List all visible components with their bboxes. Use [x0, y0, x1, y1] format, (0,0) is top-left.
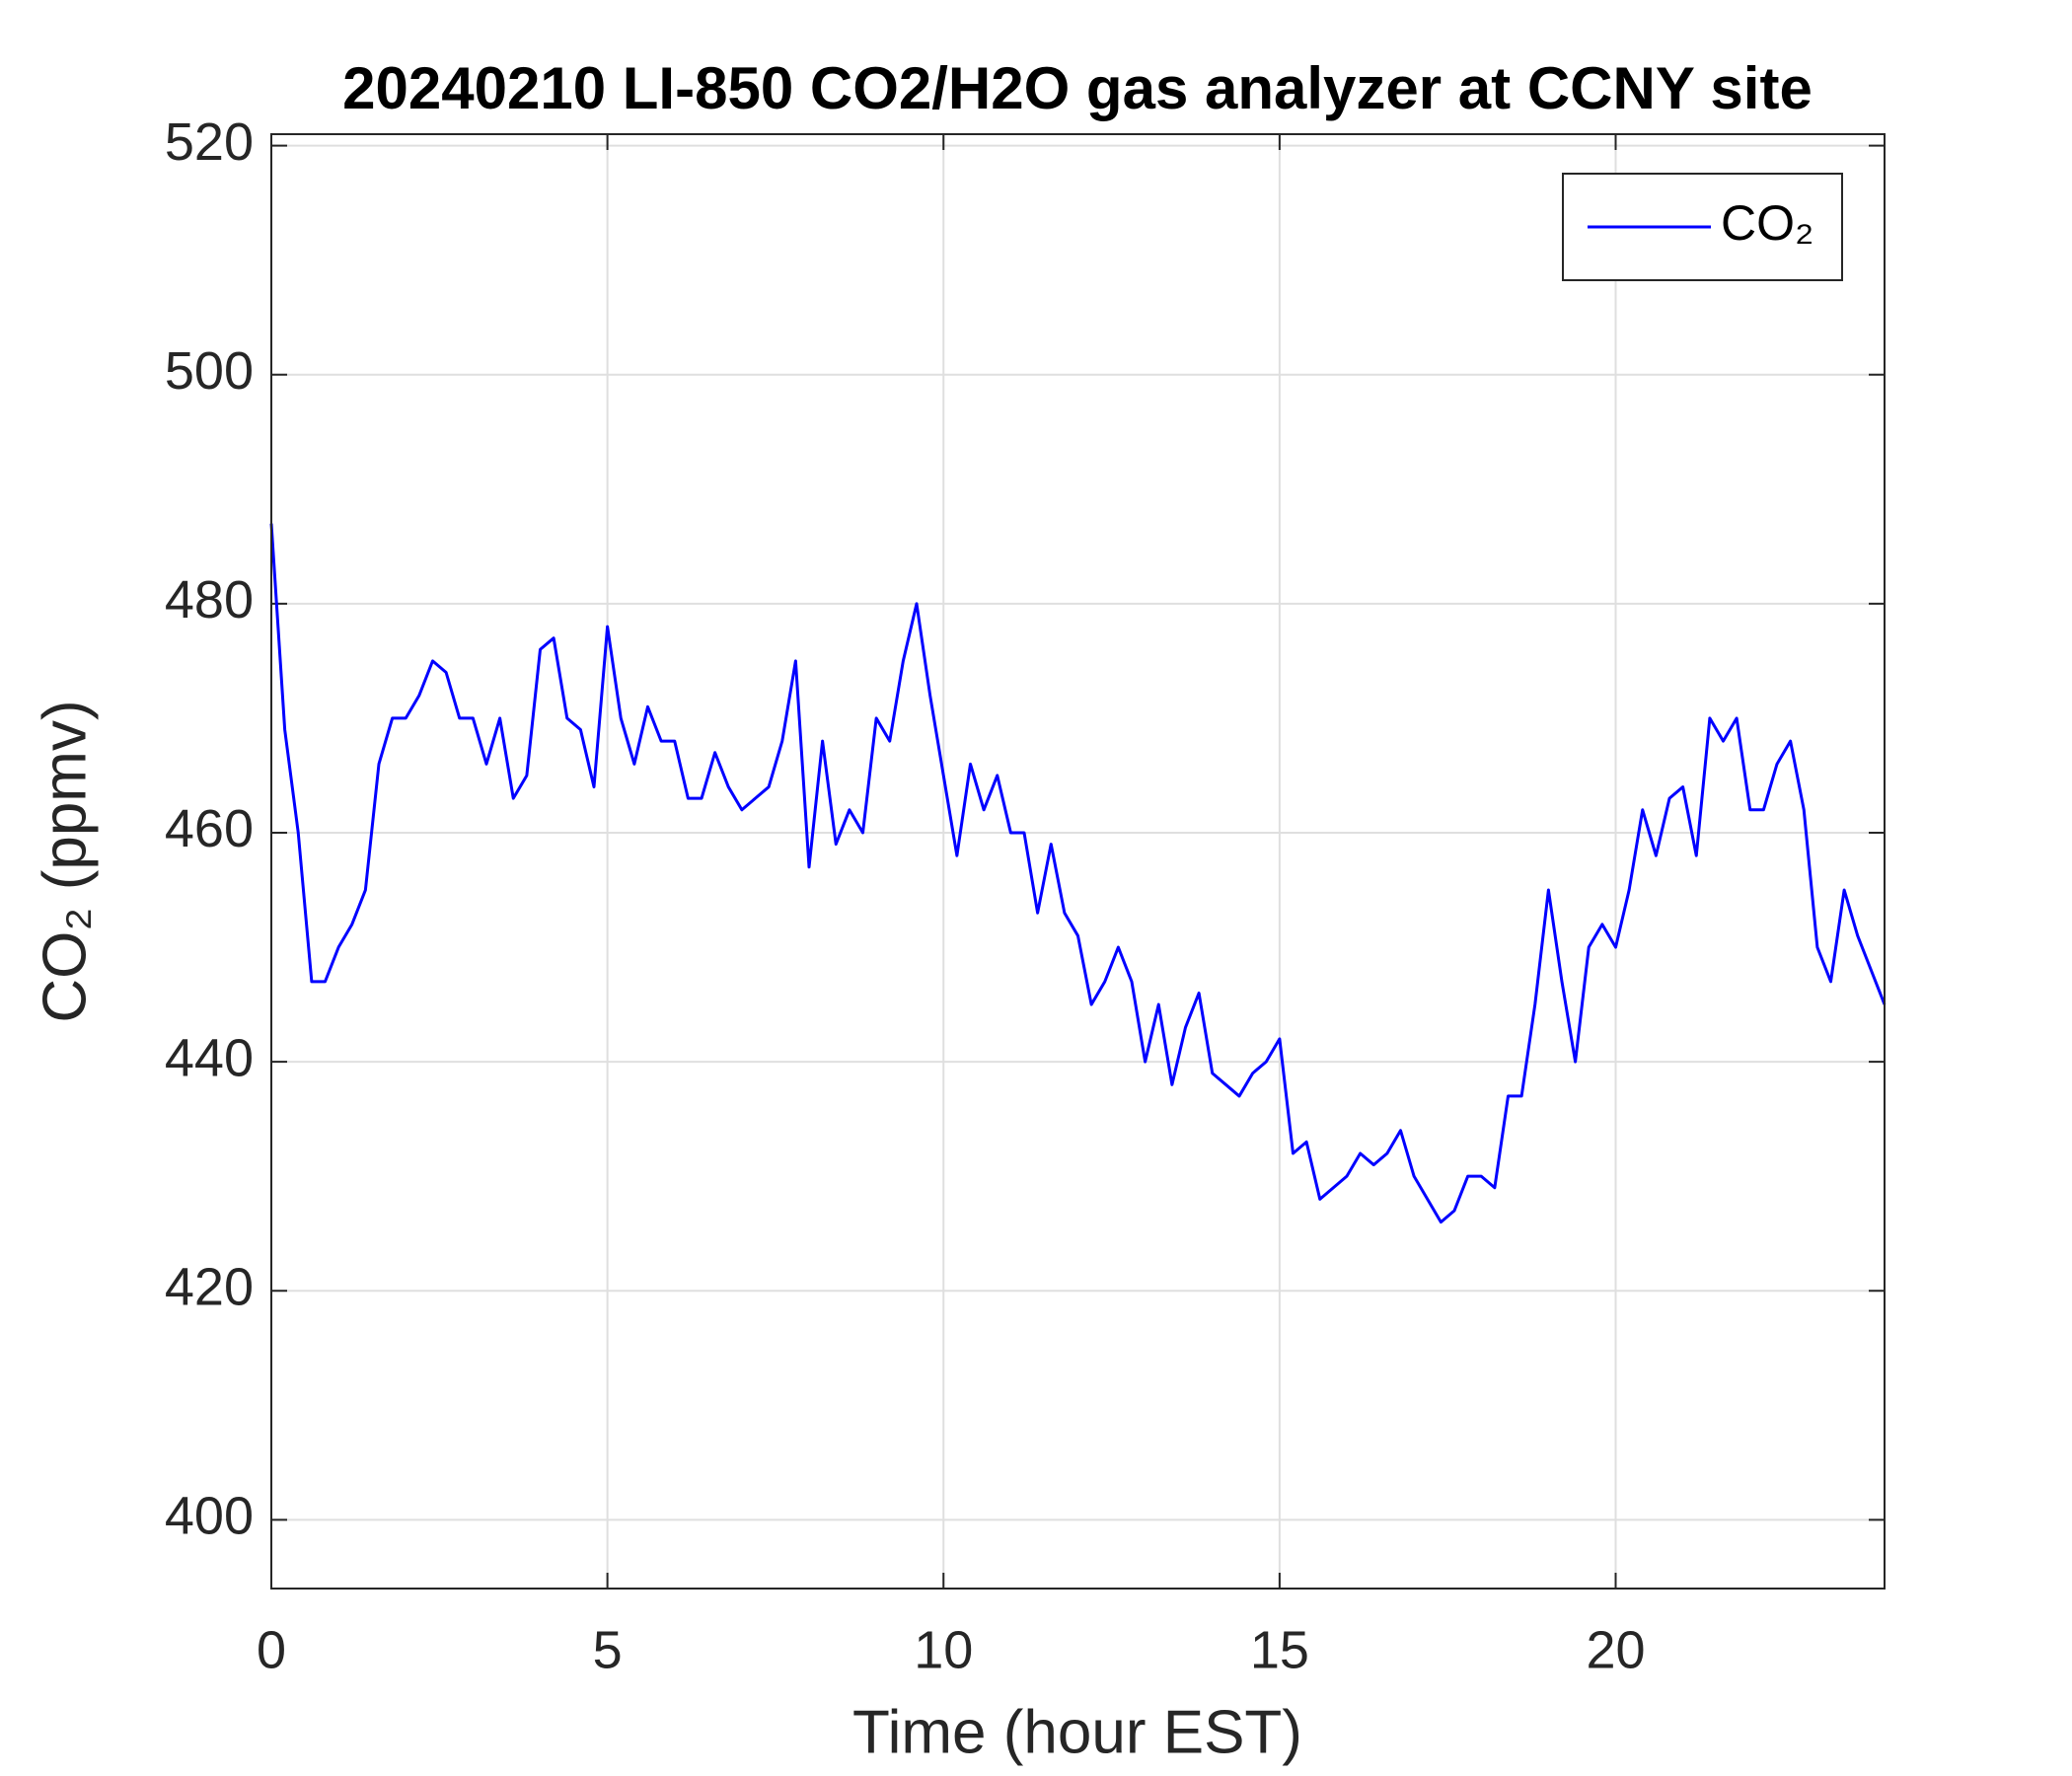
data-line [269, 523, 1887, 1224]
y-tick-label: 520 [165, 112, 254, 172]
y-tick-label: 420 [165, 1258, 254, 1317]
x-tick-label: 20 [1586, 1620, 1645, 1679]
x-tick-label: 10 [914, 1620, 973, 1679]
y-tick-label: 500 [165, 341, 254, 401]
y-tick-label: 440 [165, 1028, 254, 1087]
legend-label: CO₂ [1721, 195, 1813, 251]
plot-frame [270, 133, 1886, 1590]
x-tick-label: 0 [257, 1620, 286, 1679]
y-tick-label: 400 [165, 1487, 254, 1546]
y-axis-label: CO₂ (ppmv) [31, 700, 99, 1022]
y-tick-label: 480 [165, 570, 254, 629]
x-tick-label: 15 [1250, 1620, 1309, 1679]
y-tick-label: 460 [165, 799, 254, 858]
chart-title: 20240210 LI-850 CO2/H2O gas analyzer at … [342, 55, 1813, 121]
x-axis-label: Time (hour EST) [852, 1698, 1302, 1766]
x-tick-label: 5 [593, 1620, 623, 1679]
